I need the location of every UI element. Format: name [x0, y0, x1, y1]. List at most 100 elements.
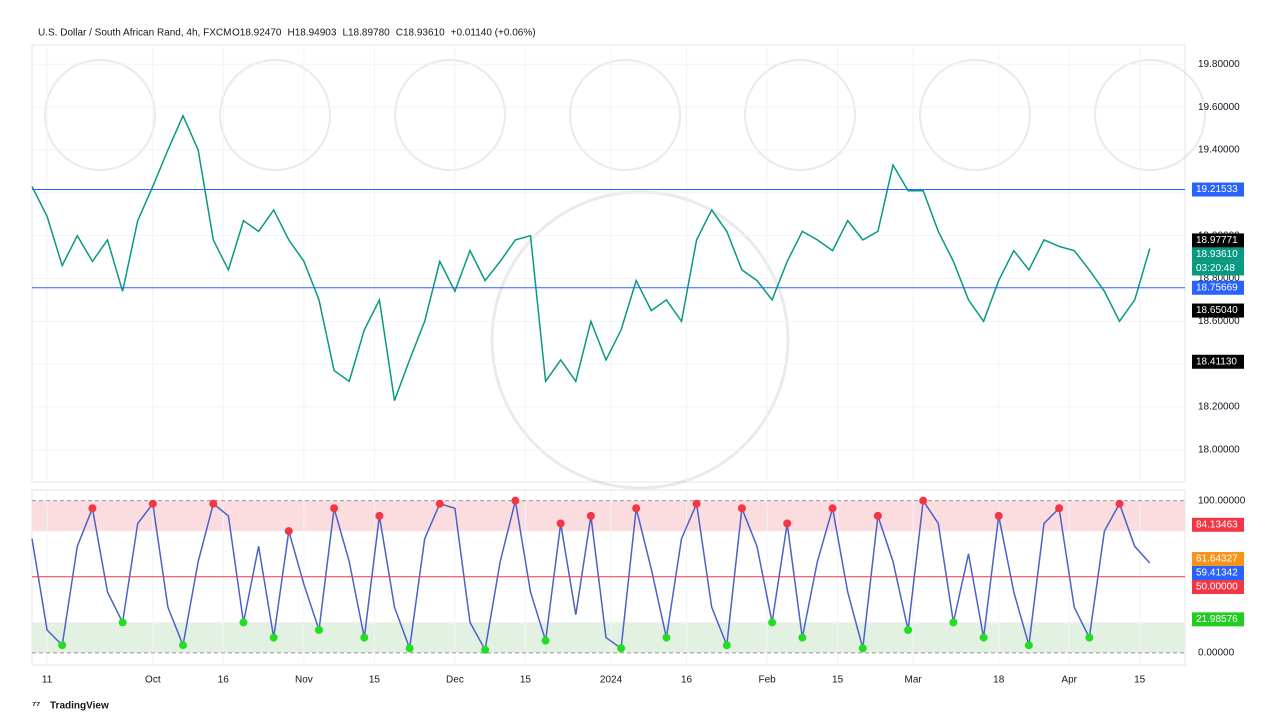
price-label: 21.98576: [1196, 614, 1238, 625]
series-line: [31, 113, 1151, 401]
y-tick-label: 18.00000: [1198, 445, 1240, 456]
y-tick-label: 18.80000: [1198, 273, 1240, 284]
oversold-dot: [904, 626, 913, 634]
watermark: [1094, 59, 1206, 171]
oversold-dot: [798, 633, 807, 642]
price-label: 50.00000: [1196, 582, 1238, 593]
oversold-dot: [979, 633, 988, 642]
oversold-dot: [541, 636, 550, 645]
x-tick-label: Dec: [446, 675, 464, 686]
overbought-dot: [873, 511, 882, 520]
price-label-box: [1192, 233, 1244, 248]
y-tick-label: 19.60000: [1198, 102, 1240, 113]
overbought-dot: [737, 504, 746, 513]
overbought-dot: [148, 499, 157, 508]
price-label: 84.13463: [1196, 519, 1238, 530]
oscillator-pane: [31, 489, 1186, 666]
brand-logo: ⁷⁷: [32, 701, 40, 712]
oversold-dot: [1085, 633, 1094, 642]
oversold-dot: [949, 618, 958, 627]
price-label-box: [1192, 612, 1244, 627]
oversold-dot: [239, 618, 248, 627]
x-tick-label: Oct: [145, 675, 161, 686]
watermark: [919, 59, 1031, 171]
x-tick-label: 15: [520, 675, 532, 686]
countdown-box: [1192, 261, 1244, 276]
watermark: [569, 59, 681, 171]
x-tick-label: 11: [42, 675, 53, 686]
y-tick-label: 18.60000: [1198, 316, 1240, 327]
x-tick-label: 15: [369, 675, 381, 686]
overbought-dot: [284, 527, 293, 536]
ohlc-value: O18.92470: [232, 28, 282, 39]
overbought-dot: [586, 511, 595, 520]
price-label-box: [1192, 182, 1244, 197]
countdown: 03:20:48: [1196, 263, 1235, 274]
price-label: 59.41342: [1196, 568, 1238, 579]
price-label: 18.93610: [1196, 249, 1238, 260]
y-tick-label: 18.20000: [1198, 402, 1240, 413]
price-label-box: [1192, 247, 1244, 262]
x-tick-label: Feb: [758, 675, 776, 686]
oversold-dot: [617, 644, 626, 653]
oversold-dot: [722, 641, 731, 650]
watermark-ring: [219, 59, 331, 171]
watermark-ring: [569, 59, 681, 171]
oversold-dot: [314, 626, 323, 634]
oversold-dot: [1024, 641, 1033, 650]
price-label-box: [1192, 566, 1244, 581]
watermark: [44, 59, 156, 171]
ohlc-value: L18.89780: [342, 28, 390, 39]
oversold-dot: [768, 618, 777, 627]
oversold-dot: [405, 644, 414, 653]
watermark: [744, 59, 856, 171]
watermark: [490, 190, 790, 490]
x-tick-label: 18: [993, 675, 1005, 686]
oversold-dot: [58, 641, 67, 650]
x-tick-label: Nov: [295, 675, 313, 686]
overbought-dot: [1055, 504, 1064, 513]
x-tick-label: 15: [1134, 675, 1146, 686]
overbought-dot: [1115, 499, 1124, 508]
overbought-dot: [692, 499, 701, 508]
y-tick-label: 19.40000: [1198, 145, 1240, 156]
oversold-dot: [662, 633, 671, 642]
zone: [32, 622, 1185, 653]
overbought-dot: [330, 504, 339, 513]
watermark-ring: [394, 59, 506, 171]
ohlc-value: +0.01140 (+0.06%): [451, 28, 536, 39]
price-label: 18.65040: [1196, 305, 1238, 316]
oversold-dot: [118, 618, 127, 627]
oversold-dot: [360, 633, 369, 642]
price-label-box: [1192, 280, 1244, 295]
x-tick-label: 15: [832, 675, 844, 686]
watermark-ring: [490, 190, 790, 490]
price-label-box: [1192, 552, 1244, 567]
price-label-box: [1192, 354, 1244, 369]
overbought-dot: [632, 504, 641, 513]
price-label: 61.64327: [1196, 554, 1238, 565]
price-label-box: [1192, 303, 1244, 318]
y-tick-label: 19.80000: [1198, 59, 1240, 70]
x-tick-label: 16: [218, 675, 230, 686]
y-tick-label: 100.00000: [1198, 495, 1246, 506]
watermark: [394, 59, 506, 171]
footer-brand: TradingView: [50, 701, 109, 712]
chart-title: U.S. Dollar / South African Rand, 4h, FX…: [38, 28, 231, 39]
zone: [32, 500, 1185, 532]
overbought-dot: [375, 511, 384, 520]
overbought-dot: [828, 504, 837, 513]
overbought-dot: [511, 496, 520, 505]
overbought-dot: [209, 499, 218, 508]
x-tick-label: 16: [681, 675, 693, 686]
y-tick-label: 0.00000: [1198, 647, 1235, 658]
price-label: 18.75669: [1196, 282, 1238, 293]
overbought-dot: [88, 504, 97, 513]
watermark-ring: [44, 59, 156, 171]
overbought-dot: [556, 519, 565, 528]
overbought-dot: [783, 519, 792, 528]
price-label-box: [1192, 517, 1244, 532]
overbought-dot: [994, 511, 1003, 520]
